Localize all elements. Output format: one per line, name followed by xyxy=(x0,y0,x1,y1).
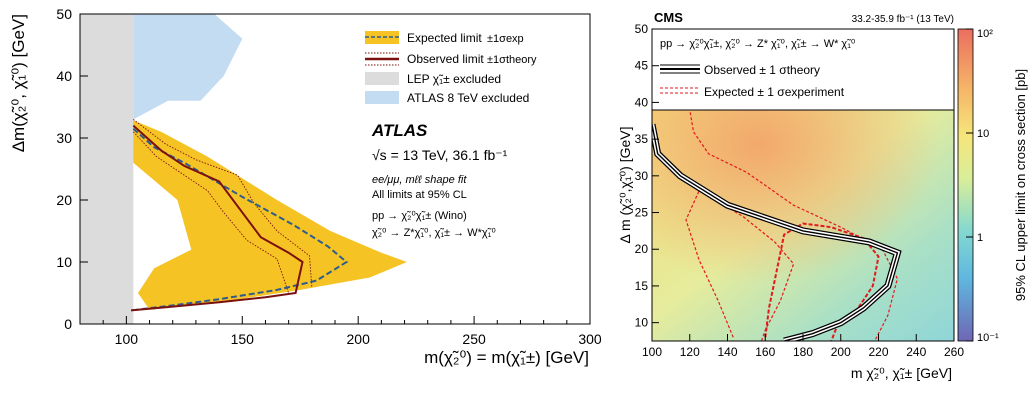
y-tick-label: 40 xyxy=(635,95,649,109)
cms-process-label: pp → χ̃₂⁰χ̃₁±, χ̃₂⁰ → Z* χ̃₁⁰, χ̃₁± → W*… xyxy=(660,38,856,50)
legend-expected-label: Expected limit xyxy=(407,31,482,45)
cms-colorbar-ticks: 10⁻¹ 1 10 10² xyxy=(966,28,999,344)
expected-line xyxy=(130,127,349,312)
cms-lumi-label: 33.2-35.9 fb⁻¹ (13 TeV) xyxy=(852,14,954,25)
y-tick-label: 40 xyxy=(56,68,72,84)
y-tick-label: 35 xyxy=(635,132,649,146)
legend-swatch-atlas8 xyxy=(365,91,399,104)
x-tick-label: 260 xyxy=(944,345,964,359)
z-tick-label: 10 xyxy=(977,128,989,140)
observed-down-line xyxy=(132,131,290,294)
x-tick-label: 100 xyxy=(642,345,662,359)
legend-swatch-lep xyxy=(365,72,399,85)
atlas-title: ATLAS xyxy=(371,121,428,140)
y-tick-label: 20 xyxy=(56,192,72,208)
observed-line xyxy=(130,124,304,312)
atlas-energy-label: √s = 13 TeV, 36.1 fb⁻¹ xyxy=(372,147,508,163)
atlas-process-label-2: χ̃₂⁰ → Z*χ̃₁⁰, χ̃₁± → W*χ̃₁⁰ xyxy=(372,227,496,239)
z-tick-label: 1 xyxy=(977,232,983,244)
y-tick-label: 10 xyxy=(635,316,649,330)
cms-expected-up-line xyxy=(689,110,899,341)
atlas-y-ticks: 0 10 20 30 40 50 xyxy=(56,6,88,332)
x-tick-label: 200 xyxy=(831,345,851,359)
cms-chart: CMS 33.2-35.9 fb⁻¹ (13 TeV) pp → χ̃₂⁰χ̃₁… xyxy=(617,10,1028,381)
y-tick-label: 50 xyxy=(635,22,649,36)
cms-x-ticks: 100 120 140 160 180 200 220 240 260 xyxy=(642,334,964,359)
x-tick-label: 140 xyxy=(717,345,737,359)
legend-lep-label: LEP χ̃₁± excluded xyxy=(407,72,501,86)
y-tick-label: 10 xyxy=(56,254,72,270)
cms-y-axis-label: Δ m (χ̃₂⁰,χ̃₁⁰) [GeV] xyxy=(617,127,633,244)
x-tick-label: 100 xyxy=(115,331,139,347)
x-tick-label: 180 xyxy=(793,345,813,359)
x-tick-label: 250 xyxy=(462,331,486,347)
legend-atlas8-label: ATLAS 8 TeV excluded xyxy=(407,91,529,105)
atlas-cl-label: All limits at 95% CL xyxy=(372,189,467,201)
cms-legend-observed: Observed ± 1 σtheory xyxy=(704,63,820,77)
z-tick-label: 10² xyxy=(977,28,993,40)
legend-observed-label: Observed limit xyxy=(407,52,484,66)
y-tick-label: 0 xyxy=(64,316,72,332)
legend-swatch-expected xyxy=(365,31,399,44)
y-tick-label: 25 xyxy=(635,206,649,220)
atlas-x-axis-label: m(χ̃₂⁰) = m(χ̃₁±) [GeV] xyxy=(424,348,589,367)
cms-title: CMS xyxy=(654,10,683,25)
x-tick-label: 200 xyxy=(347,331,371,347)
y-tick-label: 30 xyxy=(635,169,649,183)
atlas-process-label-1: pp → χ̃₂⁰χ̃₁± (Wino) xyxy=(372,210,467,222)
atlas8-excluded-region xyxy=(133,14,243,120)
atlas-x-ticks: 100 150 200 250 300 xyxy=(102,316,602,347)
x-tick-label: 220 xyxy=(868,345,888,359)
cms-z-axis-label: 95% CL upper limit on cross section [pb] xyxy=(1013,69,1028,301)
observed-up-line xyxy=(133,119,313,287)
y-tick-label: 20 xyxy=(635,242,649,256)
x-tick-label: 300 xyxy=(578,331,602,347)
x-tick-label: 240 xyxy=(906,345,926,359)
cms-y-ticks: 10 15 20 25 30 35 40 45 50 xyxy=(635,22,659,330)
legend-observed-sub: ±1σtheory xyxy=(487,54,537,66)
cms-colorbar xyxy=(957,28,974,342)
legend-expected-sub: ±1σexp xyxy=(487,33,524,45)
y-tick-label: 50 xyxy=(56,6,72,22)
lep-excluded-region xyxy=(80,14,134,324)
atlas-fit-label: ee/μμ, mℓℓ shape fit xyxy=(372,174,467,186)
atlas-y-axis-label: Δm(χ̃₂⁰, χ̃₁⁰) [GeV] xyxy=(9,14,28,152)
x-tick-label: 150 xyxy=(231,331,255,347)
x-tick-label: 120 xyxy=(680,345,700,359)
atlas-chart: 100 150 200 250 300 0 10 20 30 40 50 Expected lim… xyxy=(9,6,602,367)
x-tick-label: 160 xyxy=(755,345,775,359)
z-tick-label: 10⁻¹ xyxy=(977,332,999,344)
y-tick-label: 45 xyxy=(635,59,649,73)
cms-heatmap-high xyxy=(652,110,954,341)
cms-x-axis-label: m χ̃₂⁰, χ̃₁± [GeV] xyxy=(851,365,952,381)
y-tick-label: 30 xyxy=(56,130,72,146)
y-tick-label: 15 xyxy=(635,279,649,293)
expected-band xyxy=(131,119,407,310)
cms-legend-expected: Expected ± 1 σexperiment xyxy=(704,85,845,99)
cms-observed-line xyxy=(652,124,899,341)
